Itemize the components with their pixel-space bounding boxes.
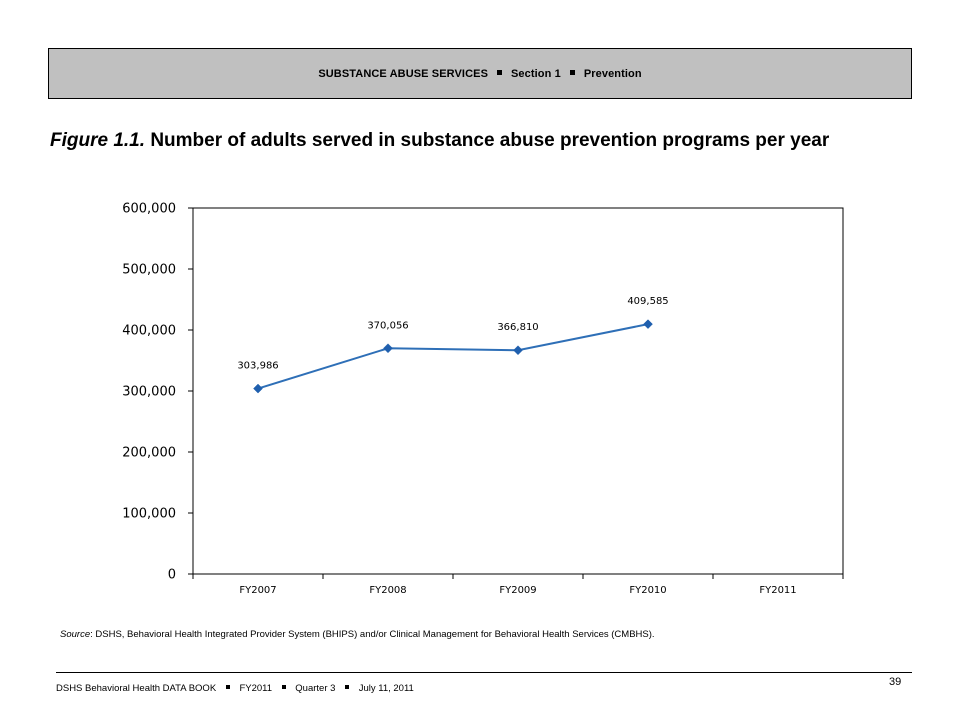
section-header: SUBSTANCE ABUSE SERVICES Section 1 Preve…: [48, 48, 912, 99]
y-tick-label: 100,000: [122, 507, 176, 522]
data-label: 370,056: [367, 320, 408, 331]
page-number: 39: [889, 676, 902, 688]
bullet-separator-icon: [569, 70, 575, 75]
y-tick-label: 200,000: [122, 446, 176, 461]
x-tick-label: FY2011: [759, 585, 796, 596]
data-label: 303,986: [237, 361, 278, 372]
data-label: 366,810: [497, 322, 538, 333]
figure-title-text: Number of adults served in substance abu…: [150, 130, 830, 151]
footer-fy: FY2011: [239, 683, 273, 694]
footer-quarter: Quarter 3: [295, 683, 336, 694]
data-point-marker: [643, 319, 653, 330]
bullet-separator-icon: [497, 70, 502, 75]
figure-label: Figure 1.1.: [50, 130, 146, 151]
bullet-separator-icon: [225, 685, 230, 690]
series-line: [257, 323, 649, 390]
header-topic: Prevention: [583, 67, 642, 80]
data-point-marker: [513, 345, 523, 356]
x-tick-label: FY2007: [239, 585, 276, 596]
y-tick-label: 600,000: [122, 202, 176, 217]
footer: DSHS Behavioral Health DATA BOOK FY2011 …: [56, 683, 414, 694]
y-tick-label: 400,000: [122, 324, 176, 339]
y-tick-label: 0: [168, 568, 176, 583]
data-point-marker: [383, 343, 393, 354]
source-note: Source: DSHS, Behavioral Health Integrat…: [60, 629, 655, 640]
x-tick-label: FY2010: [629, 585, 666, 596]
footer-divider: [56, 672, 912, 673]
footer-book: DSHS Behavioral Health DATA BOOK: [56, 683, 217, 694]
footer-date: July 11, 2011: [358, 683, 414, 694]
figure-title: Figure 1.1. Number of adults served in s…: [50, 128, 870, 153]
source-text: : DSHS, Behavioral Health Integrated Pro…: [90, 629, 655, 640]
data-label: 409,585: [627, 296, 668, 307]
x-tick-label: FY2008: [369, 585, 406, 596]
y-tick-label: 300,000: [122, 385, 176, 400]
data-point-marker: [253, 383, 263, 394]
x-tick-label: FY2009: [499, 585, 536, 596]
bullet-separator-icon: [281, 685, 286, 690]
plot-area-frame: [192, 207, 844, 575]
header-section: Section 1: [511, 67, 561, 80]
header-program: SUBSTANCE ABUSE SERVICES: [318, 67, 488, 80]
source-label: Source: [60, 629, 91, 640]
bullet-separator-icon: [345, 685, 350, 690]
y-tick-label: 500,000: [122, 263, 176, 278]
